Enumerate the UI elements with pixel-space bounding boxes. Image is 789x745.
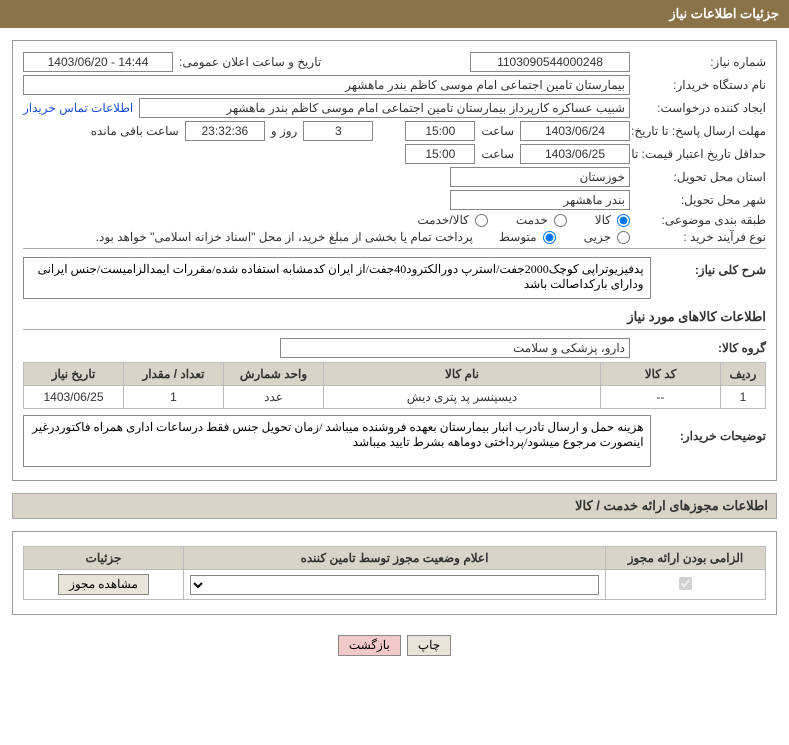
buyer-org-field: بیمارستان تامین اجتماعی امام موسی کاظم ب…: [23, 75, 630, 95]
requester-label: ایجاد کننده درخواست:: [636, 101, 766, 115]
city-label: شهر محل تحویل:: [636, 193, 766, 207]
cell-unit: عدد: [224, 386, 324, 409]
permit-col-status: اعلام وضعیت مجوز توسط تامین کننده: [184, 547, 606, 570]
reply-deadline-label: مهلت ارسال پاسخ: تا تاریخ:: [636, 124, 766, 138]
reply-date-field: 1403/06/24: [520, 121, 630, 141]
days-and-label: روز و: [271, 124, 298, 138]
purchase-medium-radio[interactable]: [543, 231, 556, 244]
cell-name: دیسپنسر پد پتری دیش: [324, 386, 601, 409]
goods-table: ردیف کد کالا نام کالا واحد شمارش تعداد /…: [23, 362, 766, 409]
goods-group-field: دارو، پزشکی و سلامت: [280, 338, 630, 358]
need-number-label: شماره نیاز:: [636, 55, 766, 69]
price-date-field: 1403/06/25: [520, 144, 630, 164]
purchase-type-label: نوع فرآیند خرید :: [636, 230, 766, 244]
col-qty: تعداد / مقدار: [124, 363, 224, 386]
purchase-small-label: جزیی: [584, 230, 611, 244]
desc-field: [23, 257, 651, 299]
province-label: استان محل تحویل:: [636, 170, 766, 184]
remain-suffix-label: ساعت باقی مانده: [91, 124, 179, 138]
city-field: بندر ماهشهر: [450, 190, 630, 210]
announce-label: تاریخ و ساعت اعلان عمومی:: [179, 55, 321, 69]
permit-row: مشاهده مجوز: [24, 570, 766, 600]
col-name: نام کالا: [324, 363, 601, 386]
permit-table: الزامی بودن ارائه مجوز اعلام وضعیت مجوز …: [23, 546, 766, 600]
remain-days-field: 3: [303, 121, 373, 141]
goods-section-title: اطلاعات کالاهای مورد نیاز: [23, 309, 766, 325]
permit-col-mandatory: الزامی بودن ارائه مجوز: [606, 547, 766, 570]
cell-code: --: [601, 386, 721, 409]
category-goods-radio[interactable]: [617, 214, 630, 227]
buyer-notes-field: [23, 415, 651, 467]
buyer-notes-label: توضیحات خریدار:: [657, 415, 766, 443]
page-header: جزئیات اطلاعات نیاز: [0, 0, 789, 28]
remain-hours-field: 23:32:36: [185, 121, 265, 141]
permit-mandatory-cell: [606, 570, 766, 600]
purchase-small-radio[interactable]: [617, 231, 630, 244]
requester-field: شبیب عساکره کارپرداز بیمارستان تامین اجت…: [139, 98, 630, 118]
table-row: 1 -- دیسپنسر پد پتری دیش عدد 1 1403/06/2…: [24, 386, 766, 409]
buyer-contact-link[interactable]: اطلاعات تماس خریدار: [23, 101, 133, 115]
category-service-label: خدمت: [516, 213, 548, 227]
category-goods-label: کالا: [595, 213, 611, 227]
permit-col-details: جزئیات: [24, 547, 184, 570]
cell-row: 1: [721, 386, 766, 409]
col-code: کد کالا: [601, 363, 721, 386]
bottom-buttons: چاپ بازگشت: [0, 627, 789, 668]
cell-qty: 1: [124, 386, 224, 409]
price-valid-label: حداقل تاریخ اعتبار قیمت: تا تاریخ:: [636, 147, 766, 161]
need-number-field: 1103090544000248: [470, 52, 630, 72]
main-details-frame: شماره نیاز: 1103090544000248 تاریخ و ساع…: [12, 40, 777, 481]
view-permit-button[interactable]: مشاهده مجوز: [58, 574, 149, 595]
price-time-field: 15:00: [405, 144, 475, 164]
category-goods-service-radio[interactable]: [475, 214, 488, 227]
buyer-org-label: نام دستگاه خریدار:: [636, 78, 766, 92]
reply-time-field: 15:00: [405, 121, 475, 141]
back-button[interactable]: بازگشت: [338, 635, 401, 656]
permit-section-header: اطلاعات مجوزهای ارائه خدمت / کالا: [12, 493, 777, 519]
purchase-note: پرداخت تمام یا بخشی از مبلغ خرید، از محل…: [96, 230, 473, 244]
desc-label: شرح کلی نیاز:: [657, 257, 766, 277]
category-service-radio[interactable]: [554, 214, 567, 227]
category-goods-service-label: کالا/خدمت: [417, 213, 468, 227]
category-label: طبقه بندی موضوعی:: [636, 213, 766, 227]
province-field: خوزستان: [450, 167, 630, 187]
col-unit: واحد شمارش: [224, 363, 324, 386]
cell-need-date: 1403/06/25: [24, 386, 124, 409]
price-time-label: ساعت: [481, 147, 514, 161]
reply-time-label: ساعت: [481, 124, 514, 138]
permit-status-cell: [184, 570, 606, 600]
permit-mandatory-checkbox: [679, 577, 692, 590]
permit-status-select[interactable]: [190, 575, 599, 595]
goods-group-label: گروه کالا:: [636, 341, 766, 355]
purchase-medium-label: متوسط: [499, 230, 537, 244]
page-title: جزئیات اطلاعات نیاز: [669, 6, 779, 21]
col-row: ردیف: [721, 363, 766, 386]
permit-frame: الزامی بودن ارائه مجوز اعلام وضعیت مجوز …: [12, 531, 777, 615]
col-need-date: تاریخ نیاز: [24, 363, 124, 386]
print-button[interactable]: چاپ: [407, 635, 451, 656]
permit-details-cell: مشاهده مجوز: [24, 570, 184, 600]
announce-field: 14:44 - 1403/06/20: [23, 52, 173, 72]
